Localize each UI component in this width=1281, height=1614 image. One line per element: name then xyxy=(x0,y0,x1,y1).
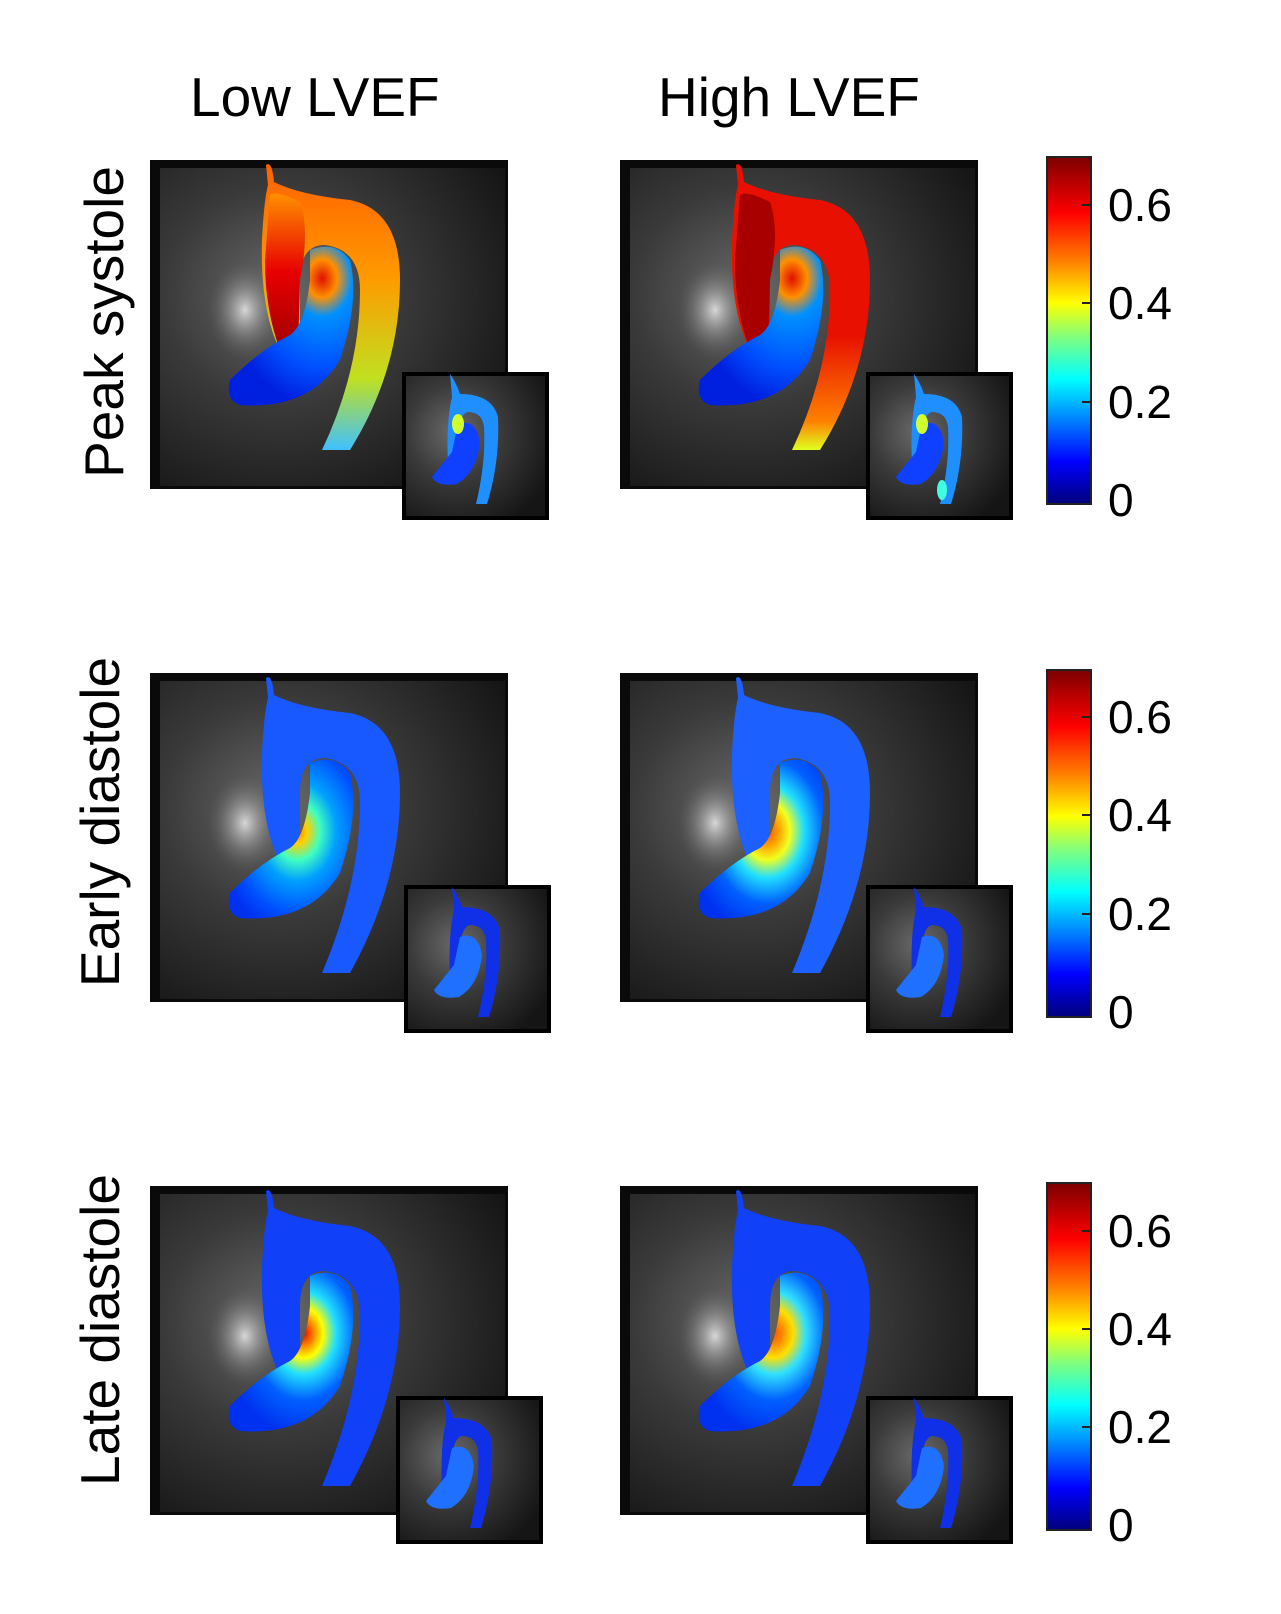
colorbar-tick-0: 0 xyxy=(1108,1499,1134,1551)
colorbar-tick-0: 0 xyxy=(1108,474,1134,526)
colorbar-tick-0.2: 0.2 xyxy=(1108,888,1172,940)
colorbar-tick-0.4: 0.4 xyxy=(1108,789,1172,841)
inset-late-diastole-high-lvef xyxy=(866,1396,1013,1544)
panel-peak-systole-high-lvef xyxy=(620,160,1013,520)
panel-early-diastole-low-lvef xyxy=(150,673,551,1033)
column-title-high-lvef: High LVEF xyxy=(658,66,920,128)
inset-early-diastole-high-lvef xyxy=(866,885,1013,1033)
colorbar-tick-0.2: 0.2 xyxy=(1108,376,1172,428)
row-label-late-diastole: Late diastole xyxy=(69,1174,131,1486)
panel-late-diastole-low-lvef xyxy=(150,1186,543,1544)
inset-peak-systole-high-lvef xyxy=(866,372,1013,520)
column-title-low-lvef: Low LVEF xyxy=(190,66,440,128)
row-label-peak-systole: Peak systole xyxy=(73,166,135,478)
colorbar-tick-0.6: 0.6 xyxy=(1108,691,1172,743)
inset-peak-systole-low-lvef xyxy=(402,372,549,520)
panel-late-diastole-high-lvef xyxy=(620,1186,1013,1544)
colorbar-tick-0.6: 0.6 xyxy=(1108,1205,1172,1257)
panel-early-diastole-high-lvef xyxy=(620,673,1013,1033)
colorbar-tick-0.6: 0.6 xyxy=(1108,179,1172,231)
colorbar-tick-0.4: 0.4 xyxy=(1108,277,1172,329)
row-label-early-diastole: Early diastole xyxy=(69,656,131,988)
panel-peak-systole-low-lvef xyxy=(150,160,549,520)
colorbar-tick-0.2: 0.2 xyxy=(1108,1401,1172,1453)
colorbar-tick-0: 0 xyxy=(1108,986,1134,1038)
colorbar-tick-0.4: 0.4 xyxy=(1108,1303,1172,1355)
inset-late-diastole-low-lvef xyxy=(396,1396,543,1544)
inset-early-diastole-low-lvef xyxy=(404,885,551,1033)
